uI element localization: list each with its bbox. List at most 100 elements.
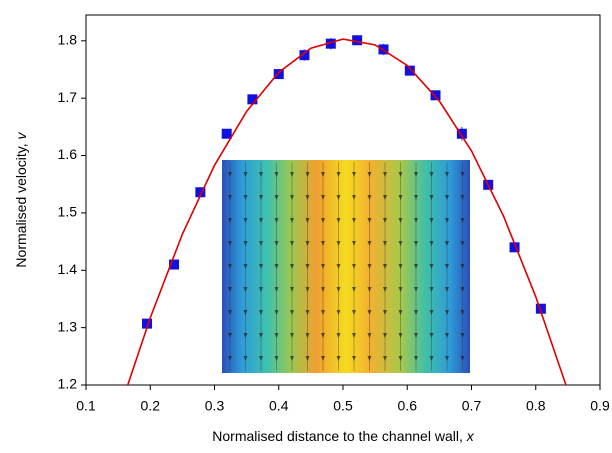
arrowhead: [321, 356, 325, 361]
arrowhead: [414, 172, 418, 177]
arrowhead: [460, 310, 465, 315]
arrowhead: [414, 264, 418, 269]
arrowhead: [274, 333, 279, 338]
arrowhead: [274, 195, 279, 200]
arrowhead: [243, 333, 248, 338]
arrowhead: [336, 287, 341, 292]
arrowhead: [336, 218, 341, 223]
arrowhead: [367, 172, 372, 177]
arrowhead: [445, 172, 449, 177]
arrowhead: [460, 287, 465, 292]
arrowhead: [445, 287, 449, 292]
arrowhead: [321, 333, 325, 338]
arrowhead: [367, 241, 372, 246]
arrowhead: [274, 264, 279, 269]
arrowhead: [460, 264, 465, 269]
arrowhead: [290, 310, 294, 315]
arrowhead: [383, 241, 387, 246]
arrowhead: [352, 310, 356, 315]
arrowhead: [414, 218, 418, 223]
arrowhead: [383, 287, 387, 292]
data-point: [299, 50, 310, 61]
arrowhead: [429, 264, 434, 269]
arrowhead: [321, 264, 325, 269]
arrowhead: [429, 287, 434, 292]
arrowhead: [305, 356, 310, 361]
arrowhead: [243, 172, 248, 177]
arrowhead: [352, 287, 356, 292]
arrowhead: [274, 218, 279, 223]
arrowhead: [305, 333, 310, 338]
arrowhead: [243, 241, 248, 246]
arrowhead: [383, 172, 387, 177]
arrowhead: [274, 356, 279, 361]
arrowhead: [445, 241, 449, 246]
arrowhead: [321, 172, 325, 177]
arrowhead: [259, 195, 263, 200]
arrowhead: [274, 172, 279, 177]
arrowhead: [398, 218, 403, 223]
arrowhead: [367, 195, 372, 200]
x-axis-label: Normalised distance to the channel wall,…: [212, 428, 474, 444]
arrowhead: [305, 241, 310, 246]
arrowhead: [414, 310, 418, 315]
arrowhead: [259, 172, 263, 177]
arrowhead: [398, 310, 403, 315]
arrowhead: [290, 241, 294, 246]
arrowhead: [367, 264, 372, 269]
arrowhead: [243, 264, 248, 269]
arrowhead: [460, 218, 465, 223]
arrowhead: [321, 287, 325, 292]
arrowhead: [367, 333, 372, 338]
arrowhead: [429, 218, 434, 223]
arrowhead: [460, 241, 465, 246]
arrowhead: [243, 356, 248, 361]
arrowhead: [445, 264, 449, 269]
y-tick-label: 1.3: [58, 318, 78, 334]
x-tick-label: 0.7: [462, 398, 482, 414]
arrowhead: [228, 218, 232, 223]
arrowhead: [321, 195, 325, 200]
arrowhead: [305, 218, 310, 223]
arrowhead: [383, 356, 387, 361]
arrowhead: [290, 172, 294, 177]
arrowhead: [243, 287, 248, 292]
arrowhead: [414, 195, 418, 200]
arrowhead: [352, 172, 356, 177]
x-tick-label: 0.5: [333, 398, 353, 414]
arrowhead: [305, 195, 310, 200]
arrowhead: [259, 333, 263, 338]
data-point: [273, 69, 284, 80]
arrowhead: [243, 218, 248, 223]
x-tick-label: 0.6: [398, 398, 418, 414]
arrowhead: [398, 195, 403, 200]
x-tick-label: 0.9: [590, 398, 610, 414]
arrowhead: [228, 241, 232, 246]
y-tick-label: 1.7: [58, 89, 78, 105]
arrowhead: [321, 241, 325, 246]
arrowhead: [367, 218, 372, 223]
y-tick-label: 1.2: [58, 376, 78, 392]
arrowhead: [228, 195, 232, 200]
arrowhead: [429, 172, 434, 177]
arrowhead: [290, 218, 294, 223]
x-tick-label: 0.4: [269, 398, 289, 414]
x-tick-label: 0.8: [526, 398, 546, 414]
arrowhead: [228, 172, 232, 177]
y-tick-label: 1.6: [58, 146, 78, 162]
arrowhead: [429, 241, 434, 246]
arrowhead: [352, 195, 356, 200]
arrowhead: [352, 356, 356, 361]
plot-area: [127, 35, 567, 385]
data-point: [169, 259, 180, 270]
inset-arrows: [228, 162, 465, 371]
data-point: [352, 35, 363, 46]
arrowhead: [228, 287, 232, 292]
arrowhead: [352, 218, 356, 223]
arrowhead: [243, 310, 248, 315]
arrowhead: [398, 264, 403, 269]
arrowhead: [274, 310, 279, 315]
arrowhead: [336, 195, 341, 200]
arrowhead: [352, 264, 356, 269]
arrowhead: [383, 310, 387, 315]
